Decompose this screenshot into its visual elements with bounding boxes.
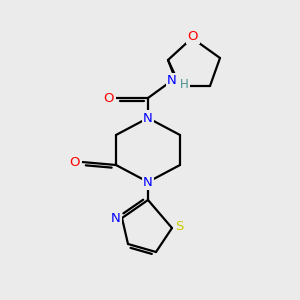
Text: N: N <box>111 212 121 224</box>
Text: O: O <box>188 29 198 43</box>
Text: N: N <box>167 74 177 88</box>
Text: O: O <box>70 155 80 169</box>
Text: N: N <box>143 112 153 124</box>
Text: N: N <box>143 176 153 188</box>
Text: O: O <box>104 92 114 104</box>
Text: H: H <box>180 77 188 91</box>
Text: S: S <box>175 220 183 233</box>
